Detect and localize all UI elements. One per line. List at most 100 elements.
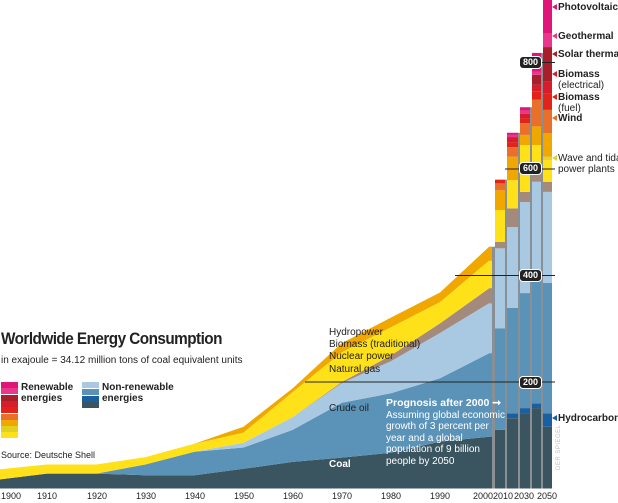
bar-segment-2050 — [543, 426, 552, 489]
column-separator — [505, 179, 507, 489]
arrow-icon — [552, 115, 557, 121]
x-tick-label: 2050 — [537, 491, 558, 501]
bar-segment-2030 — [520, 107, 530, 111]
bar-segment-2040 — [532, 84, 541, 92]
label-text: Biomass — [558, 92, 600, 103]
legend-swatch — [1, 432, 18, 439]
arrow-icon — [552, 94, 557, 100]
bar-segment-2040 — [532, 403, 541, 409]
area-biomass-traditional- — [0, 260, 492, 480]
bar-segment-2040 — [532, 173, 541, 182]
x-tick-label: 1910 — [37, 491, 58, 501]
bar-segment-2020 — [507, 307, 518, 414]
label-subtext: (electrical) — [558, 80, 605, 91]
prognosis-title: Prognosis after 2000 ➞ — [386, 397, 502, 409]
bar-segment-2050 — [543, 93, 552, 110]
label-photovoltaics: Photovoltaics — [558, 2, 618, 13]
legend-swatch — [1, 426, 18, 433]
arrow-icon — [552, 415, 557, 421]
bar-segment-2030 — [520, 293, 530, 409]
bar-segment-2050 — [543, 159, 552, 182]
label-natural-gas: Natural gas — [329, 364, 381, 375]
x-tick-label: 2030 — [514, 491, 535, 501]
bar-segment-2040 — [532, 99, 541, 127]
bar-segment-2020 — [507, 227, 518, 308]
bar-segment-2050 — [543, 413, 552, 427]
bar-segment-2020 — [507, 147, 518, 157]
bar-segment-2050 — [543, 191, 552, 283]
bar-segment-2020 — [507, 156, 518, 181]
legend-swatch — [1, 388, 18, 395]
x-tick-label: 1980 — [381, 491, 402, 501]
x-tick-label: 1960 — [283, 491, 304, 501]
bar-segment-2010 — [495, 183, 505, 191]
area-hydropower — [0, 246, 492, 470]
label-wind: Wind — [558, 113, 583, 124]
bar-segment-2010 — [495, 241, 505, 249]
x-tick-label: 1990 — [430, 491, 451, 501]
label-hydrocarbon: Hydrocarbon — [558, 413, 618, 424]
prognosis-note: Prognosis after 2000 ➞ Assuming global e… — [386, 397, 505, 467]
x-tick-label: 2000 — [473, 491, 494, 501]
legend-swatch — [1, 407, 18, 414]
bar-segment-2050 — [543, 47, 552, 82]
bar-segment-2040 — [532, 91, 541, 100]
bar-segment-2020 — [507, 418, 518, 489]
bar-segment-2010 — [495, 210, 505, 242]
gridline-label-400: 400 — [519, 269, 543, 282]
bar-segment-2010 — [495, 248, 505, 329]
bar-segment-2020 — [507, 132, 518, 135]
x-tick-label: 2010 — [493, 491, 514, 501]
bar-segment-2040 — [532, 71, 541, 75]
bar-segment-2040 — [532, 74, 541, 85]
x-tick-label: 1940 — [185, 491, 206, 501]
chart-subtitle: in exajoule = 34.12 million tons of coal… — [1, 355, 243, 366]
bar-segment-2020 — [507, 413, 518, 419]
bar-segment-2050 — [543, 81, 552, 94]
arrow-icon — [552, 4, 557, 10]
label-biomass-traditional: Biomass (traditional) — [329, 339, 421, 350]
bar-segment-2030 — [520, 202, 530, 294]
legend-swatch — [82, 395, 99, 402]
label-text: Biomass — [558, 69, 600, 80]
gridline-label-600: 600 — [519, 162, 543, 175]
bar-segment-2020 — [507, 142, 518, 148]
arrow-icon — [552, 51, 557, 57]
gridline-label-800: 800 — [519, 56, 543, 69]
legend-swatch — [1, 413, 18, 420]
label-crude-oil: Crude oil — [329, 403, 370, 414]
label-geothermal: Geothermal — [558, 31, 614, 42]
bar-segment-2010 — [495, 328, 505, 430]
bar-segment-2030 — [520, 113, 530, 119]
bar-segment-2010 — [495, 190, 505, 211]
label-biomass-electrical: Biomass (electrical) — [558, 69, 604, 91]
legend-swatch — [1, 382, 18, 388]
label-coal: Coal — [329, 459, 351, 470]
legend-swatch — [1, 394, 18, 401]
bar-segment-2010 — [495, 179, 505, 184]
legend-swatch — [82, 382, 99, 388]
bar-segment-2050 — [543, 156, 552, 160]
bar-segment-2040 — [532, 278, 541, 404]
bar-segment-2040 — [532, 126, 541, 146]
bar-segment-2020 — [507, 208, 518, 228]
bar-segment-2030 — [520, 134, 530, 146]
x-tick-label: 1950 — [234, 491, 255, 501]
bar-segment-2020 — [507, 137, 518, 143]
bar-segment-2030 — [520, 123, 530, 135]
bar-segment-2050 — [543, 133, 552, 157]
source-note: Source: Deutsche Shell — [1, 450, 96, 460]
prognosis-line: population of 9 billion — [386, 444, 480, 455]
bar-segment-2030 — [520, 118, 530, 124]
legend-swatch — [82, 402, 99, 409]
prognosis-line: year and a global — [386, 432, 463, 444]
bar-segment-2040 — [532, 145, 541, 174]
column-separator — [518, 132, 520, 489]
area-natural-gas — [0, 303, 492, 480]
label-text: Wave and tidal — [558, 153, 618, 164]
bar-segment-2050 — [543, 282, 552, 414]
bar-segment-2050 — [543, 33, 552, 48]
arrow-icon — [552, 33, 557, 39]
column-separator — [541, 52, 543, 489]
